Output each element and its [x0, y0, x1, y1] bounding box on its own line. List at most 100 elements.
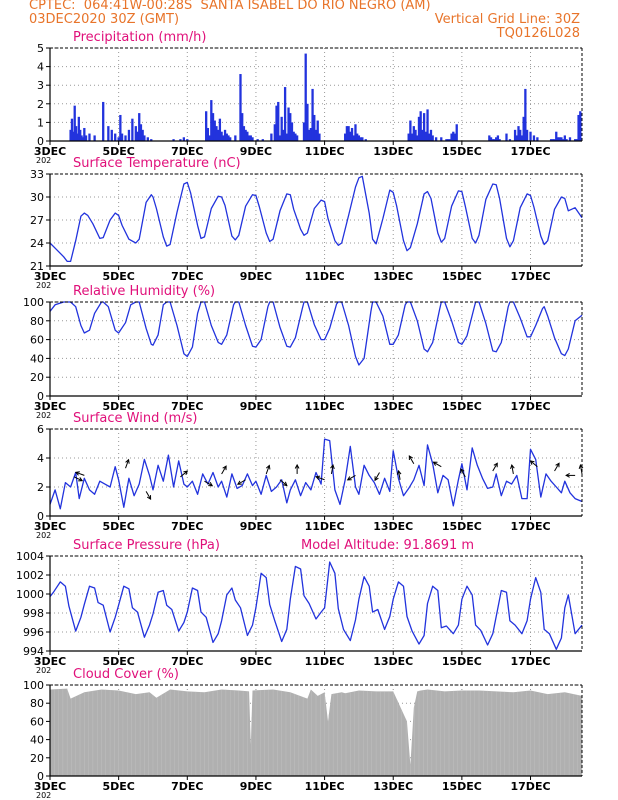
precip-bar: [131, 118, 134, 141]
precip-bar: [139, 124, 143, 141]
precip-bar: [359, 137, 362, 141]
precip-bar: [416, 135, 419, 141]
precip-bar: [455, 124, 458, 141]
precip-bar: [141, 129, 144, 141]
precip-bar: [246, 131, 249, 141]
precip-bar: [450, 133, 453, 141]
header-date: 03DEC2020 30Z (GMT): [29, 12, 180, 27]
precip-bar: [577, 114, 580, 141]
header-model-id: TQ0126L028: [496, 26, 580, 41]
precip-bar: [261, 139, 264, 141]
x-tick-label: 9DEC: [240, 145, 272, 158]
precip-bar: [292, 131, 295, 141]
wind-arrow: [346, 474, 356, 481]
precip-bar: [314, 129, 318, 141]
precip-bar: [80, 135, 83, 141]
precip-bar: [273, 124, 276, 141]
y-tick-label: 1000: [16, 588, 44, 601]
x-tick-label: 11DEC: [305, 400, 345, 413]
y-tick-label: 40: [30, 352, 44, 365]
precip-bar: [307, 129, 311, 141]
precip-bar: [220, 131, 223, 141]
y-tick-label: 994: [23, 645, 44, 658]
x-tick-label: 17DEC: [511, 520, 551, 533]
precip-bar: [182, 137, 186, 141]
precip-bar: [102, 101, 105, 141]
x-tick-label: 11DEC: [305, 780, 345, 793]
precip-bar: [136, 131, 139, 141]
x-tick-label: 7DEC: [171, 780, 203, 793]
x-tick-label: 3DEC: [34, 145, 66, 158]
precip-bar: [119, 114, 122, 141]
precip-bar: [429, 129, 433, 141]
precip-bar: [453, 133, 457, 141]
precip-bar: [532, 135, 536, 141]
precip-bar: [354, 124, 357, 141]
precip-bar: [225, 133, 228, 141]
precip-bar: [488, 135, 491, 141]
precip-bar: [93, 135, 96, 141]
precip-bar: [249, 135, 252, 141]
x-tick-label: 11DEC: [305, 520, 345, 533]
wind-arrow: [510, 464, 515, 475]
precip-bar: [179, 139, 182, 141]
precip-bar: [77, 116, 80, 141]
precip-bar: [409, 120, 412, 141]
x-tick-label: 11DEC: [305, 270, 345, 283]
precip-bar: [114, 133, 117, 141]
x-tick-label: 11DEC: [305, 145, 345, 158]
precip-bar: [316, 120, 319, 141]
y-tick-label: 21: [30, 260, 44, 273]
precip-bar: [496, 135, 500, 141]
y-tick-label: 40: [30, 734, 44, 747]
precip-bar: [549, 139, 553, 141]
y-tick-label: 6: [37, 423, 44, 436]
temperature-line: [49, 175, 583, 263]
precip-bar: [294, 133, 297, 141]
y-tick-label: 1004: [16, 550, 44, 563]
precip-bar: [120, 133, 124, 141]
x-tick-label: 5DEC: [102, 780, 134, 793]
precip-bar: [306, 103, 309, 141]
precip-bar: [519, 129, 522, 141]
y-tick-label: 998: [23, 607, 44, 620]
pressure-line: [49, 561, 583, 650]
panel-precipitation: 0 1 2 3 4 5 3DEC 5DEC 7DEC 9DEC 11DEC 13DEC 15DEC 17D…: [34, 30, 583, 165]
y-tick-label: 996: [23, 626, 44, 639]
precip-bar: [493, 139, 496, 141]
x-tick-label: 3DEC: [34, 655, 66, 668]
panel-wind: 0 2 4 6 3DEC 5DEC 7DEC 9DEC 11DEC 13DEC 15DEC 17DEC…: [34, 411, 584, 540]
header-grid-note: Vertical Grid Line: 30Z: [434, 12, 580, 27]
precip-bar: [563, 135, 566, 141]
precip-bar: [241, 113, 244, 141]
precip-bar: [446, 139, 450, 141]
precip-bar: [440, 137, 443, 141]
x-tick-label: 3DEC: [34, 780, 66, 793]
year-label: 202: [36, 411, 51, 420]
precip-bar: [81, 137, 85, 141]
wind-arrow: [236, 479, 246, 485]
precip-bar: [347, 126, 350, 141]
x-tick-label: 3DEC: [34, 270, 66, 283]
precip-bar: [117, 137, 120, 141]
precip-bar: [222, 135, 225, 141]
wind-arrow: [204, 480, 214, 487]
precip-bar: [146, 137, 149, 141]
precip-bar: [76, 133, 79, 141]
precip-bar: [295, 135, 299, 141]
precip-bar: [280, 116, 283, 141]
precip-bar: [138, 113, 141, 141]
precip-bar: [72, 131, 75, 141]
x-tick-label: 9DEC: [240, 520, 272, 533]
x-tick-label: 15DEC: [442, 270, 482, 283]
precip-bar: [520, 135, 524, 141]
year-label: 202: [36, 666, 51, 675]
precip-bar: [73, 105, 76, 141]
precip-bar: [208, 135, 211, 141]
y-tick-label: 100: [23, 679, 44, 692]
humidity-line: [49, 301, 583, 366]
wind-arrow: [73, 476, 84, 482]
x-tick-label: 15DEC: [442, 780, 482, 793]
panel-cloud-cover: 0 20 40 60 80 100 3DEC 5DEC 7DEC 9DEC 11DEC 13DEC 15…: [23, 667, 583, 800]
precip-bar: [556, 137, 560, 141]
